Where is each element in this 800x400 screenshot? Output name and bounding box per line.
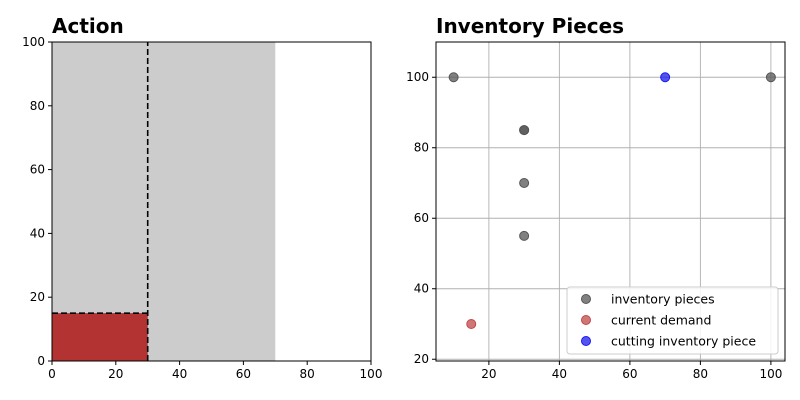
x-tick-label: 20	[108, 367, 123, 381]
x-tick-label: 40	[172, 367, 187, 381]
action-axes-frame	[51, 41, 372, 362]
inventory-panel: Inventory Pieces 20 40 60 80 100 20 40 60 80 100…	[406, 14, 786, 381]
y-tick-label: 80	[30, 99, 45, 113]
legend: inventory pieces current demand cutting in…	[566, 286, 779, 355]
scatter-point	[519, 125, 530, 136]
scatter-point	[448, 72, 459, 83]
y-tick-label: 20	[414, 352, 429, 366]
legend-marker	[581, 315, 591, 325]
legend-label: current demand	[611, 313, 711, 328]
x-tick-label: 80	[300, 367, 315, 381]
action-panel: Action 0 20 40 60 80 100 0 20 40 60 80 100	[22, 14, 382, 381]
action-title: Action	[52, 14, 124, 38]
scatter-point	[519, 177, 530, 188]
x-tick-label: 60	[236, 367, 251, 381]
y-tick-label: 40	[30, 226, 45, 240]
y-tick-label: 0	[37, 354, 45, 368]
x-tick-label: 100	[759, 367, 782, 381]
legend-marker	[581, 336, 591, 346]
x-tick-label: 60	[622, 367, 637, 381]
legend-box	[566, 286, 779, 355]
legend-label: cutting inventory piece	[611, 334, 756, 349]
x-tick-label: 20	[481, 367, 496, 381]
inventory-title: Inventory Pieces	[436, 14, 624, 38]
scatter-point	[660, 72, 671, 83]
x-tick-label: 80	[693, 367, 708, 381]
legend-marker	[581, 294, 591, 304]
y-tick-label: 60	[414, 211, 429, 225]
y-tick-label: 100	[22, 35, 45, 49]
scatter-point	[466, 318, 477, 329]
x-tick-label: 0	[48, 367, 56, 381]
x-tick-label: 100	[360, 367, 383, 381]
legend-label: inventory pieces	[611, 292, 715, 307]
scatter-point	[765, 72, 776, 83]
scatter-point	[519, 230, 530, 241]
y-tick-label: 60	[30, 163, 45, 177]
inventory-axes-frame	[435, 41, 786, 362]
region-demand	[52, 313, 148, 361]
y-tick-label: 100	[406, 70, 429, 84]
y-tick-label: 80	[414, 141, 429, 155]
region-inventory-piece	[52, 42, 276, 361]
y-tick-label: 40	[414, 282, 429, 296]
x-tick-label: 40	[552, 367, 567, 381]
y-tick-label: 20	[30, 290, 45, 304]
